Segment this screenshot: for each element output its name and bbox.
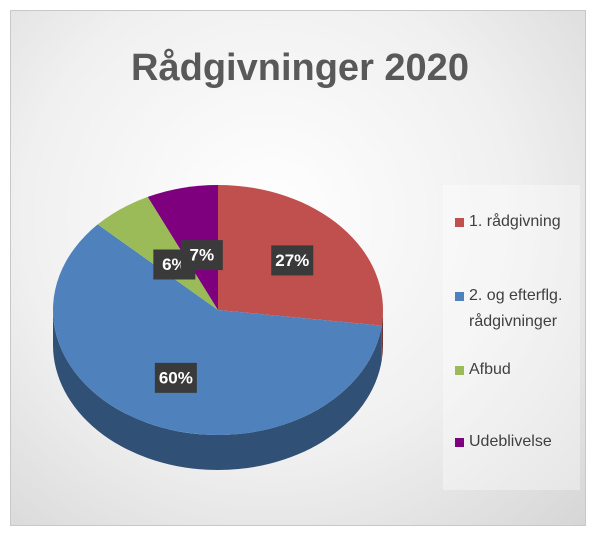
data-label-box: [154, 362, 197, 393]
legend-swatch: [455, 366, 464, 375]
legend-item: Udeblivelse: [455, 429, 591, 455]
data-label-box: [180, 240, 223, 271]
data-label: 6%: [162, 255, 187, 274]
legend-label: 2. og efterflg. rådgivninger: [469, 287, 563, 330]
legend-swatch: [455, 438, 464, 447]
pie-sides: [53, 310, 383, 470]
legend-swatch: [455, 218, 464, 227]
pie-slice: [52, 224, 382, 436]
legend-label: 1. rådgivning: [469, 213, 561, 230]
pie-side: [381, 310, 383, 361]
data-label: 60%: [159, 368, 193, 387]
pie-side: [53, 310, 382, 470]
legend-item: Afbud: [455, 357, 591, 383]
legend: 1. rådgivning 2. og efterflg. rådgivninge…: [443, 185, 580, 490]
legend-item: 2. og efterflg. rådgivninger: [455, 283, 591, 335]
legend-item: 1. rådgivning: [455, 209, 591, 235]
legend-swatch: [455, 292, 464, 301]
data-label-box: [271, 245, 314, 276]
legend-label: Udeblivelse: [469, 433, 552, 450]
chart-title: Rådgivninger 2020: [131, 47, 469, 89]
data-label: 27%: [275, 251, 309, 270]
data-label: 7%: [190, 246, 215, 265]
legend-label: Afbud: [469, 361, 511, 378]
